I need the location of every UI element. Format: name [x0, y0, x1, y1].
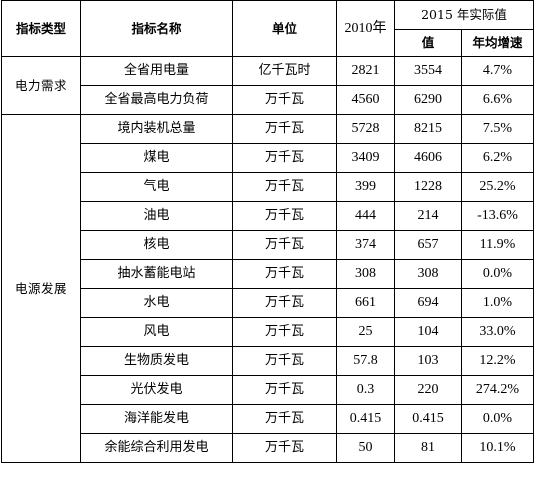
value-2010-cell: 308: [336, 259, 395, 289]
growth-rate-cell: 11.9%: [460, 230, 534, 260]
table-header: 指标类型 指标名称 单位 2010年 2015 年实际值 值 年均增速: [1, 0, 534, 57]
growth-rate-cell: 274.2%: [460, 375, 534, 405]
indicator-name-cell: 煤电: [80, 143, 233, 173]
category-cell: 电力需求: [1, 56, 81, 115]
indicator-name-cell: 风电: [80, 317, 233, 347]
table-row: 光伏发电 万千瓦 0.3 220 274.2%: [2, 375, 534, 405]
table-row: 全省最高电力负荷 万千瓦 4560 6290 6.6%: [2, 85, 534, 115]
growth-rate-cell: 10.1%: [460, 433, 534, 463]
indicator-name-cell: 生物质发电: [80, 346, 233, 376]
header-name: 指标名称: [80, 0, 233, 57]
value-2010-cell: 2821: [336, 56, 395, 86]
value-2010-cell: 399: [336, 172, 395, 202]
growth-rate-cell: 0.0%: [460, 259, 534, 289]
table-row: 抽水蓄能电站 万千瓦 308 308 0.0%: [2, 259, 534, 289]
header-2015-actual: 2015 年实际值: [393, 0, 534, 30]
unit-cell: 万千瓦: [232, 85, 337, 115]
indicator-name-cell: 海洋能发电: [80, 404, 233, 434]
value-2010-cell: 3409: [336, 143, 395, 173]
value-2015-cell: 3554: [394, 56, 462, 86]
unit-cell: 亿千瓦时: [232, 56, 337, 86]
table-row: 余能综合利用发电 万千瓦 50 81 10.1%: [2, 433, 534, 463]
growth-rate-cell: -13.6%: [460, 201, 534, 231]
value-2015-cell: 8215: [394, 114, 462, 144]
unit-cell: 万千瓦: [232, 346, 337, 376]
value-2010-cell: 25: [336, 317, 395, 347]
indicator-name-cell: 抽水蓄能电站: [80, 259, 233, 289]
value-2015-cell: 308: [394, 259, 462, 289]
table-row: 气电 万千瓦 399 1228 25.2%: [2, 172, 534, 202]
table-row: 煤电 万千瓦 3409 4606 6.2%: [2, 143, 534, 173]
indicator-name-cell: 核电: [80, 230, 233, 260]
growth-rate-cell: 7.5%: [460, 114, 534, 144]
category-cell: 电源发展: [1, 114, 81, 463]
indicator-name-cell: 境内装机总量: [80, 114, 233, 144]
table-row: 生物质发电 万千瓦 57.8 103 12.2%: [2, 346, 534, 376]
unit-cell: 万千瓦: [232, 317, 337, 347]
unit-cell: 万千瓦: [232, 230, 337, 260]
value-2010-cell: 444: [336, 201, 395, 231]
value-2010-cell: 661: [336, 288, 395, 318]
unit-cell: 万千瓦: [232, 288, 337, 318]
table-row: 风电 万千瓦 25 104 33.0%: [2, 317, 534, 347]
value-2015-cell: 1228: [394, 172, 462, 202]
value-2015-cell: 4606: [394, 143, 462, 173]
unit-cell: 万千瓦: [232, 433, 337, 463]
value-2010-cell: 0.415: [336, 404, 395, 434]
unit-cell: 万千瓦: [232, 259, 337, 289]
indicator-name-cell: 全省最高电力负荷: [80, 85, 233, 115]
header-growth: 年均增速: [460, 29, 534, 57]
header-value: 值: [394, 29, 462, 57]
value-2010-cell: 374: [336, 230, 395, 260]
value-2010-cell: 0.3: [336, 375, 395, 405]
electricity-indicators-table: 指标类型 指标名称 单位 2010年 2015 年实际值 值 年均增速 电力需求…: [1, 0, 534, 463]
unit-cell: 万千瓦: [232, 143, 337, 173]
value-2010-cell: 50: [336, 433, 395, 463]
indicator-name-cell: 余能综合利用发电: [80, 433, 233, 463]
unit-cell: 万千瓦: [232, 172, 337, 202]
value-2015-cell: 81: [394, 433, 462, 463]
value-2015-cell: 214: [394, 201, 462, 231]
table-body: 电力需求 全省用电量 亿千瓦时 2821 3554 4.7% 全省最高电力负荷 万千瓦 4560…: [1, 56, 534, 463]
value-2010-cell: 4560: [336, 85, 395, 115]
growth-rate-cell: 12.2%: [460, 346, 534, 376]
growth-rate-cell: 6.2%: [460, 143, 534, 173]
table-row: 核电 万千瓦 374 657 11.9%: [2, 230, 534, 260]
indicator-name-cell: 光伏发电: [80, 375, 233, 405]
growth-rate-cell: 4.7%: [460, 56, 534, 86]
unit-cell: 万千瓦: [232, 201, 337, 231]
unit-cell: 万千瓦: [232, 114, 337, 144]
header-unit: 单位: [232, 0, 337, 57]
value-2015-cell: 220: [394, 375, 462, 405]
growth-rate-cell: 1.0%: [460, 288, 534, 318]
growth-rate-cell: 25.2%: [460, 172, 534, 202]
value-2015-cell: 104: [394, 317, 462, 347]
header-category: 指标类型: [1, 0, 81, 57]
value-2015-cell: 6290: [394, 85, 462, 115]
indicator-name-cell: 水电: [80, 288, 233, 318]
growth-rate-cell: 33.0%: [460, 317, 534, 347]
growth-rate-cell: 0.0%: [460, 404, 534, 434]
indicator-name-cell: 油电: [80, 201, 233, 231]
table-row: 电源发展 境内装机总量 万千瓦 5728 8215 7.5%: [1, 114, 534, 463]
value-2015-cell: 103: [394, 346, 462, 376]
value-2010-cell: 5728: [336, 114, 395, 144]
value-2015-cell: 0.415: [394, 404, 462, 434]
indicator-name-cell: 全省用电量: [80, 56, 233, 86]
growth-rate-cell: 6.6%: [460, 85, 534, 115]
unit-cell: 万千瓦: [232, 404, 337, 434]
table-row: 油电 万千瓦 444 214 -13.6%: [2, 201, 534, 231]
unit-cell: 万千瓦: [232, 375, 337, 405]
indicator-name-cell: 气电: [80, 172, 233, 202]
table-row: 水电 万千瓦 661 694 1.0%: [2, 288, 534, 318]
header-2010: 2010年: [336, 0, 395, 57]
value-2015-cell: 657: [394, 230, 462, 260]
value-2015-cell: 694: [394, 288, 462, 318]
table-row: 海洋能发电 万千瓦 0.415 0.415 0.0%: [2, 404, 534, 434]
value-2010-cell: 57.8: [336, 346, 395, 376]
table-row: 电力需求 全省用电量 亿千瓦时 2821 3554 4.7%: [1, 56, 534, 115]
